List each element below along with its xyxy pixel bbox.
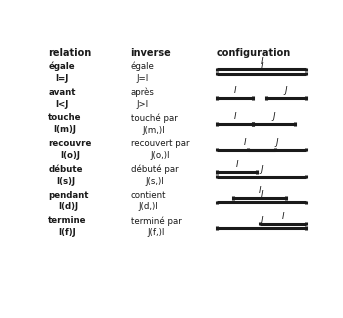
Text: avant
I<J: avant I<J	[48, 88, 76, 108]
Text: J: J	[260, 190, 263, 199]
Text: I: I	[260, 57, 263, 66]
Text: égale
J=I: égale J=I	[131, 62, 154, 83]
Text: égale
I=J: égale I=J	[48, 62, 75, 83]
Text: débuté par
J(s,)I: débuté par J(s,)I	[131, 165, 178, 186]
Text: I: I	[244, 138, 247, 147]
Text: recouvre
I(o)J: recouvre I(o)J	[48, 139, 92, 160]
Text: I: I	[282, 211, 284, 221]
Text: J: J	[260, 216, 263, 225]
Text: J: J	[273, 112, 275, 121]
Text: termine
I(f)J: termine I(f)J	[48, 216, 87, 237]
Text: I: I	[234, 86, 236, 95]
Text: I: I	[236, 160, 238, 169]
Text: touché par
J(m,)I: touché par J(m,)I	[131, 113, 177, 135]
Text: J: J	[260, 165, 263, 174]
Text: recouvert par
J(o,)I: recouvert par J(o,)I	[131, 139, 189, 160]
Text: J: J	[285, 86, 287, 95]
Text: I: I	[259, 186, 261, 195]
Text: inverse: inverse	[131, 48, 172, 58]
Text: J: J	[260, 62, 263, 71]
Text: terminé par
J(f,)I: terminé par J(f,)I	[131, 216, 181, 237]
Text: J: J	[275, 138, 278, 147]
Text: relation: relation	[48, 48, 92, 58]
Text: configuration: configuration	[217, 48, 291, 58]
Text: débute
I(s)J: débute I(s)J	[48, 165, 83, 186]
Text: pendant
I(d)J: pendant I(d)J	[48, 190, 89, 211]
Text: I: I	[234, 112, 236, 121]
Text: touche
I(m)J: touche I(m)J	[48, 114, 82, 134]
Text: après
J>I: après J>I	[131, 87, 154, 109]
Text: contient
J(d,)I: contient J(d,)I	[131, 190, 166, 211]
